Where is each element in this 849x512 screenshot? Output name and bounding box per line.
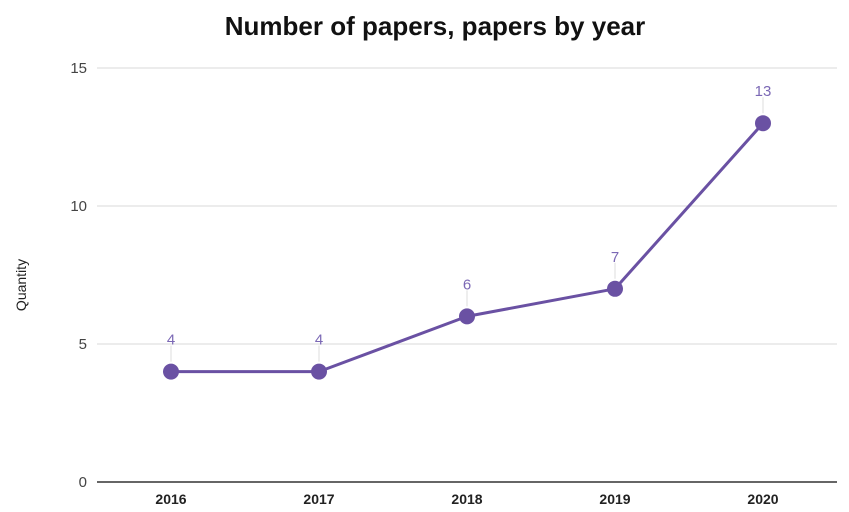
data-point bbox=[163, 363, 179, 380]
y-tick-label: 15 bbox=[70, 60, 87, 77]
y-tick-label: 10 bbox=[70, 198, 87, 215]
data-label: 4 bbox=[315, 332, 323, 349]
data-labels: 4 4 6 7 13 bbox=[167, 83, 772, 362]
y-axis-label: Quantity bbox=[13, 259, 29, 311]
x-tick-label: 2019 bbox=[599, 491, 630, 507]
chart-title: Number of papers, papers by year bbox=[225, 11, 645, 41]
data-label: 6 bbox=[463, 276, 471, 293]
x-tick-label: 2018 bbox=[451, 491, 482, 507]
series-layer bbox=[163, 115, 771, 380]
data-point bbox=[459, 308, 475, 325]
x-axis-ticks: 2016 2017 2018 2019 2020 bbox=[155, 491, 778, 507]
data-point bbox=[755, 115, 771, 132]
data-label: 13 bbox=[755, 83, 772, 100]
data-label: 4 bbox=[167, 332, 175, 349]
y-axis-ticks: 0 5 10 15 bbox=[70, 60, 87, 491]
series-line bbox=[169, 121, 765, 374]
data-point bbox=[607, 280, 623, 297]
data-point bbox=[311, 363, 327, 380]
y-tick-label: 5 bbox=[79, 336, 87, 353]
x-tick-label: 2016 bbox=[155, 491, 186, 507]
y-tick-label: 0 bbox=[79, 474, 87, 491]
data-label: 7 bbox=[611, 249, 619, 266]
x-tick-label: 2020 bbox=[747, 491, 778, 507]
x-tick-label: 2017 bbox=[303, 491, 334, 507]
gridlines bbox=[97, 67, 837, 483]
